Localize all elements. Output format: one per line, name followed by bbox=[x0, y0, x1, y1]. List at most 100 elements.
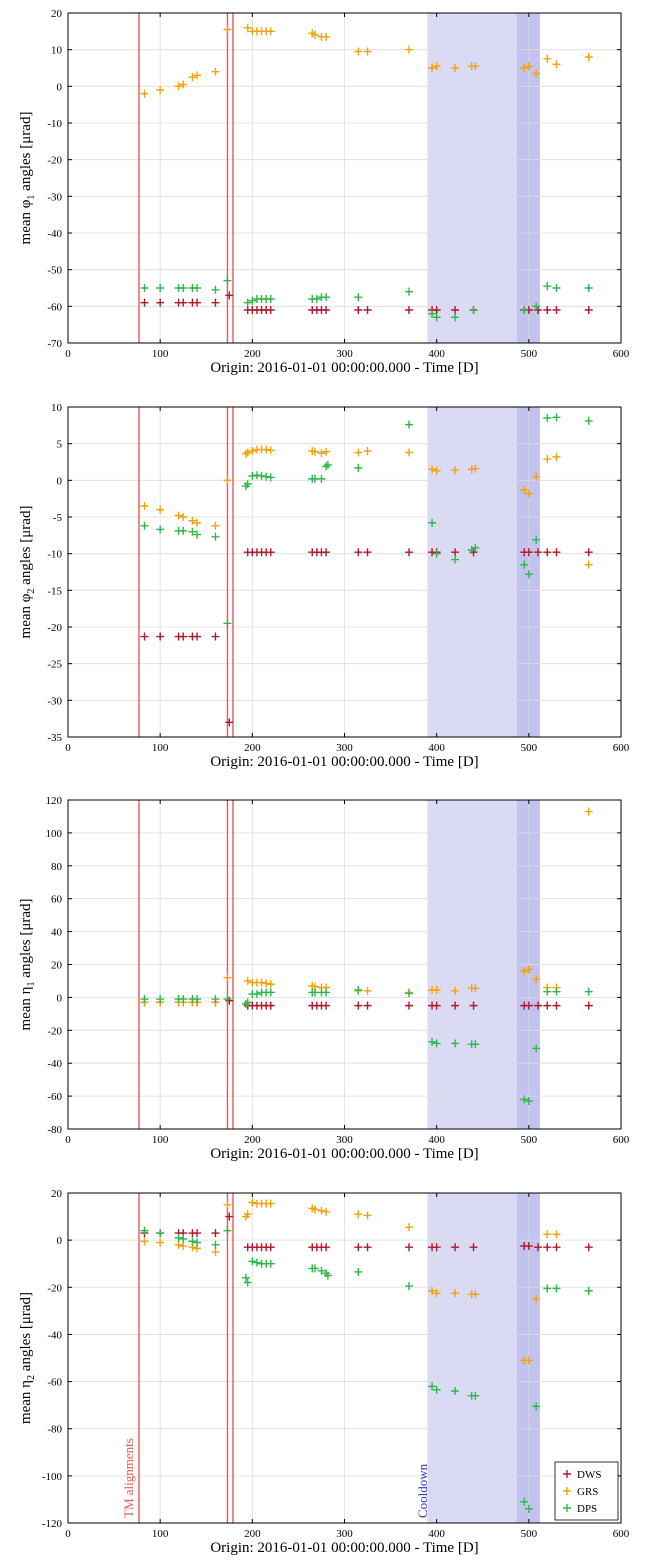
data-point-grs bbox=[451, 64, 460, 72]
y-tick-label: -80 bbox=[47, 1124, 62, 1136]
y-tick-label: 10 bbox=[51, 45, 63, 57]
data-point-dws bbox=[543, 1243, 552, 1252]
data-point-dws bbox=[524, 1242, 533, 1251]
data-point-grs bbox=[451, 1289, 460, 1298]
y-tick-label: -10 bbox=[47, 549, 62, 561]
x-tick-label: 600 bbox=[613, 1134, 630, 1146]
data-point-grs bbox=[432, 466, 441, 475]
data-point-dps bbox=[552, 284, 561, 292]
data-point-dps bbox=[248, 296, 257, 305]
data-point-dps bbox=[520, 1497, 529, 1506]
data-point-dws bbox=[451, 306, 460, 314]
data-point-grs bbox=[211, 1247, 220, 1256]
data-point-dws bbox=[225, 291, 234, 300]
x-axis-label: Origin: 2016-01-01 00:00:00.000 - Time [… bbox=[210, 360, 478, 376]
legend-label-dws: DWS bbox=[577, 1469, 601, 1481]
x-tick-label: 200 bbox=[244, 1528, 261, 1540]
data-point-dps bbox=[179, 1234, 188, 1243]
data-point-dps bbox=[524, 570, 533, 579]
data-point-dps bbox=[243, 298, 252, 307]
data-point-dws bbox=[543, 1001, 552, 1010]
data-point-grs bbox=[520, 485, 529, 494]
data-point-dws bbox=[584, 548, 593, 557]
data-point-grs bbox=[432, 62, 441, 71]
data-point-grs bbox=[140, 502, 149, 510]
data-point-dps bbox=[266, 473, 275, 482]
data-point-dps bbox=[471, 1040, 480, 1049]
data-point-dps bbox=[428, 1037, 437, 1046]
data-point-grs bbox=[223, 973, 232, 982]
x-tick-label: 200 bbox=[244, 1134, 261, 1146]
data-point-dps bbox=[252, 1258, 261, 1267]
data-point-dws bbox=[552, 1001, 561, 1010]
data-point-dps bbox=[257, 471, 266, 480]
data-point-dws bbox=[524, 548, 533, 557]
data-point-dps bbox=[140, 1226, 149, 1235]
y-tick-label: 20 bbox=[51, 960, 63, 972]
series-dps bbox=[140, 276, 593, 322]
data-point-dws bbox=[322, 306, 331, 314]
y-tick-label: -100 bbox=[42, 1471, 63, 1483]
data-point-grs bbox=[188, 73, 197, 82]
data-point-dps bbox=[354, 985, 363, 994]
legend-label-dps: DPS bbox=[577, 1503, 597, 1515]
data-point-grs bbox=[179, 1242, 188, 1251]
data-point-dws bbox=[584, 1243, 593, 1252]
data-point-dps bbox=[311, 1264, 320, 1273]
y-axis-label: mean φ1 angles [μrad] bbox=[18, 112, 37, 245]
data-point-grs bbox=[363, 47, 372, 56]
data-point-grs bbox=[354, 47, 363, 56]
legend-marker-dws bbox=[563, 1470, 571, 1478]
y-tick-label: -80 bbox=[47, 1424, 62, 1436]
data-point-dps bbox=[252, 990, 261, 999]
data-point-grs bbox=[471, 984, 480, 993]
data-point-dps bbox=[223, 619, 232, 628]
data-point-grs bbox=[543, 54, 552, 63]
data-point-grs bbox=[524, 965, 533, 974]
data-point-dps bbox=[354, 1267, 363, 1276]
data-point-grs bbox=[266, 980, 275, 989]
data-point-dps bbox=[323, 1271, 332, 1280]
data-point-dws bbox=[534, 548, 543, 557]
data-point-dws bbox=[225, 996, 234, 1005]
x-tick-label: 0 bbox=[65, 1528, 71, 1540]
data-point-dws bbox=[193, 1229, 202, 1238]
x-tick-label: 400 bbox=[428, 742, 445, 754]
data-point-dps bbox=[211, 995, 220, 1004]
series-dws bbox=[140, 548, 593, 727]
data-point-dps bbox=[532, 1044, 541, 1053]
data-point-grs bbox=[428, 465, 437, 474]
data-point-grs bbox=[193, 518, 202, 527]
data-point-grs bbox=[584, 560, 593, 569]
data-point-dps bbox=[140, 521, 149, 530]
data-point-grs bbox=[248, 1198, 257, 1207]
data-point-dws bbox=[469, 1243, 478, 1252]
data-point-dps bbox=[584, 416, 593, 425]
cooldown-inner-band bbox=[516, 13, 540, 343]
data-point-dws bbox=[534, 1243, 543, 1252]
data-point-dws bbox=[179, 298, 188, 307]
data-point-dws bbox=[534, 1001, 543, 1010]
data-point-grs bbox=[524, 62, 533, 71]
data-point-dps bbox=[322, 462, 331, 471]
data-point-dps bbox=[211, 285, 220, 294]
x-tick-label: 300 bbox=[336, 1134, 353, 1146]
data-point-grs bbox=[428, 1286, 437, 1295]
data-point-dps bbox=[354, 293, 363, 302]
data-point-grs bbox=[156, 1238, 165, 1247]
data-point-grs bbox=[520, 64, 529, 72]
data-point-dws bbox=[140, 298, 149, 307]
data-point-dws bbox=[543, 306, 552, 314]
x-tick-label: 500 bbox=[521, 742, 538, 754]
data-point-dws bbox=[469, 1001, 478, 1010]
x-tick-label: 400 bbox=[428, 1134, 445, 1146]
y-tick-label: -50 bbox=[47, 265, 62, 277]
data-point-dps bbox=[140, 995, 149, 1004]
data-point-grs bbox=[363, 1211, 372, 1220]
data-point-dps bbox=[451, 555, 460, 564]
data-point-dps bbox=[432, 549, 441, 558]
data-point-grs bbox=[179, 80, 188, 89]
x-tick-label: 300 bbox=[336, 742, 353, 754]
y-axis-label: mean φ2 angles [μrad] bbox=[18, 506, 37, 639]
data-point-dps bbox=[432, 1039, 441, 1048]
